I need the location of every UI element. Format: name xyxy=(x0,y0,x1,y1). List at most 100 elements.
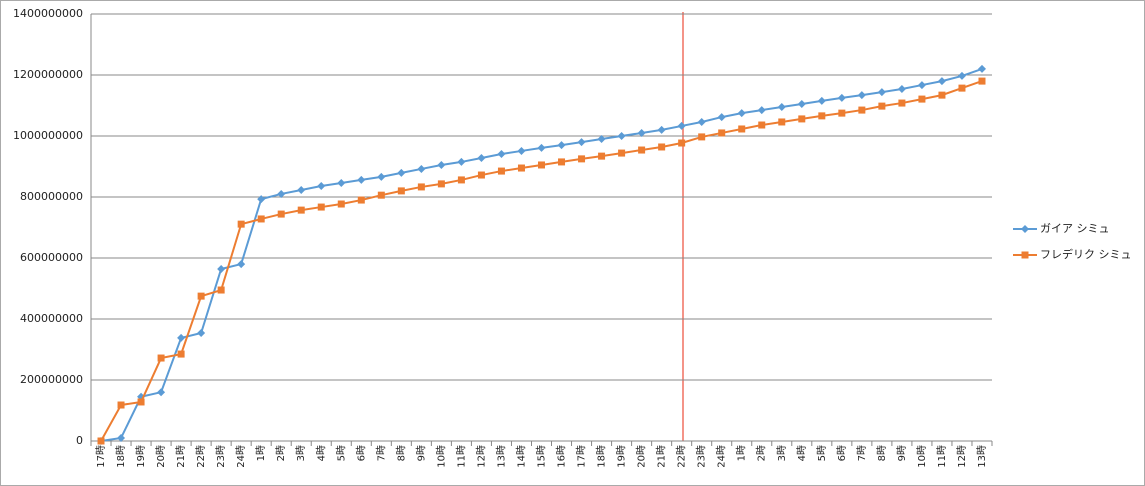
point xyxy=(337,200,345,208)
x-tick-label: 18時 xyxy=(596,445,608,468)
x-tick-label: 5時 xyxy=(816,445,828,461)
legend-label: ガイア シミュ xyxy=(1040,222,1110,235)
x-tick-label: 9時 xyxy=(896,445,908,461)
x-tick-label: 19時 xyxy=(135,445,147,468)
x-tick-label: 16時 xyxy=(556,445,568,468)
point xyxy=(858,106,866,114)
x-tick-label: 21時 xyxy=(656,445,668,468)
point xyxy=(697,117,706,126)
point xyxy=(457,157,466,166)
point xyxy=(957,71,966,80)
point xyxy=(317,203,325,211)
x-tick-label: 18時 xyxy=(115,445,127,468)
x-tick-label: 3時 xyxy=(776,445,788,461)
x-tick-label: 20時 xyxy=(155,445,167,468)
point xyxy=(477,171,485,179)
point xyxy=(977,64,986,73)
point xyxy=(157,354,165,362)
point xyxy=(417,164,426,173)
point xyxy=(577,138,586,147)
point xyxy=(638,146,646,154)
point xyxy=(557,141,566,150)
point xyxy=(417,183,425,191)
y-tick-label: 1200000000 xyxy=(13,68,83,81)
x-tick-label: 17時 xyxy=(95,445,107,468)
point xyxy=(818,112,826,120)
x-tick-label: 11時 xyxy=(455,445,467,468)
point xyxy=(797,99,806,108)
point xyxy=(257,215,265,223)
point xyxy=(558,158,566,166)
y-tick-label: 0 xyxy=(76,434,83,447)
x-tick-label: 15時 xyxy=(536,445,548,468)
point xyxy=(177,333,186,342)
point xyxy=(237,220,245,228)
x-tick-label: 22時 xyxy=(195,445,207,468)
point xyxy=(657,125,666,134)
point xyxy=(937,77,946,86)
x-tick-label: 22時 xyxy=(676,445,688,468)
point xyxy=(837,93,846,102)
y-tick-label: 1000000000 xyxy=(13,129,83,142)
point xyxy=(357,196,365,204)
x-tick-label: 17時 xyxy=(576,445,588,468)
x-tick-label: 11時 xyxy=(936,445,948,468)
point xyxy=(277,189,286,198)
x-tick-label: 6時 xyxy=(836,445,848,461)
point xyxy=(137,398,145,406)
y-tick-label: 400000000 xyxy=(20,312,83,325)
point xyxy=(217,264,226,273)
point xyxy=(618,149,626,157)
point xyxy=(297,206,305,214)
point xyxy=(297,185,306,194)
point xyxy=(317,182,326,191)
point xyxy=(738,125,746,133)
x-tick-label: 23時 xyxy=(215,445,227,468)
point xyxy=(777,103,786,112)
x-tick-label: 5時 xyxy=(335,445,347,461)
point xyxy=(377,172,386,181)
point xyxy=(678,139,686,147)
x-tick-label: 9時 xyxy=(415,445,427,461)
x-tick-label: 6時 xyxy=(355,445,367,461)
point xyxy=(958,84,966,92)
point xyxy=(658,143,666,151)
point xyxy=(1021,251,1029,259)
x-tick-label: 1時 xyxy=(255,445,267,461)
x-tick-label: 7時 xyxy=(856,445,868,461)
x-tick-label: 24時 xyxy=(235,445,247,468)
point xyxy=(717,113,726,122)
point xyxy=(497,167,505,175)
point xyxy=(377,191,385,199)
point xyxy=(217,286,225,294)
point xyxy=(698,133,706,141)
point xyxy=(677,121,686,130)
x-tick-label: 4時 xyxy=(796,445,808,461)
x-tick-label: 20時 xyxy=(636,445,648,468)
y-tick-label: 800000000 xyxy=(20,190,83,203)
x-tick-label: 2時 xyxy=(756,445,768,461)
point xyxy=(898,99,906,107)
y-tick-label: 1400000000 xyxy=(13,7,83,20)
x-tick-label: 8時 xyxy=(876,445,888,461)
point xyxy=(237,260,246,269)
point xyxy=(897,85,906,94)
point xyxy=(798,115,806,123)
point xyxy=(578,155,586,163)
point xyxy=(737,109,746,118)
point xyxy=(857,91,866,100)
point xyxy=(617,132,626,140)
x-tick-label: 19時 xyxy=(616,445,628,468)
y-tick-label: 600000000 xyxy=(20,251,83,264)
x-tick-label: 10時 xyxy=(435,445,447,468)
point xyxy=(718,129,726,137)
point xyxy=(757,106,766,115)
point xyxy=(878,102,886,110)
point xyxy=(517,164,525,172)
point xyxy=(917,81,926,90)
x-tick-label: 21時 xyxy=(175,445,187,468)
point xyxy=(877,88,886,97)
x-tick-label: 3時 xyxy=(295,445,307,461)
